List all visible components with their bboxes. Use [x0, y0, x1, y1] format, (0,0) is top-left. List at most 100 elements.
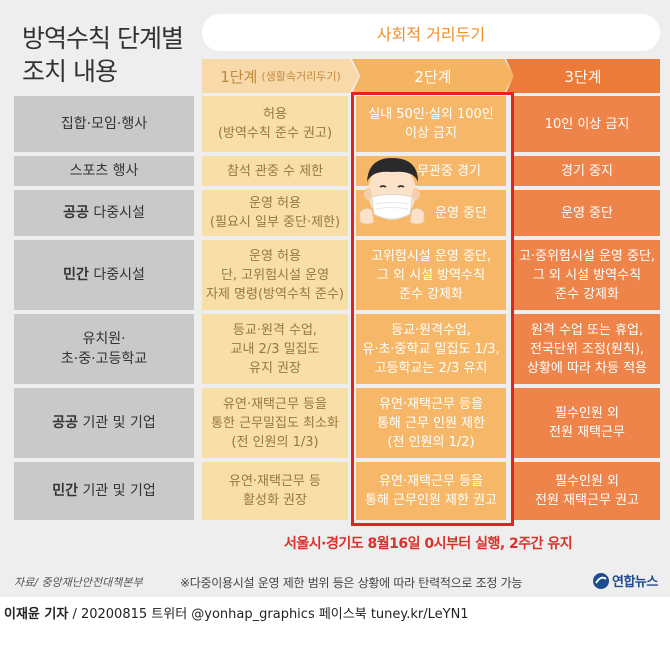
cell-line: 고등학교는 2/3 유지: [374, 360, 488, 376]
footnote: ※다중이용시설 운영 제한 범위 등은 상황에 따라 탄력적으로 조정 가능: [180, 576, 523, 590]
row-label-rest: 다중시설: [88, 267, 145, 283]
row-label-rest: 기관 및 기업: [78, 415, 156, 431]
cell-line: 전원 재택근무: [549, 425, 625, 440]
cell-line: 무관중 경기: [417, 163, 481, 179]
stage-3-header: 3단계: [506, 59, 660, 93]
row-label-text: 공공 다중시설: [63, 203, 145, 223]
row-label-public-institutions: 공공 기관 및 기업: [14, 388, 194, 458]
cell-line: 자제 명령(방역수칙 준수): [205, 286, 344, 302]
row-label-bold: 민간: [63, 267, 89, 283]
cell-line: 전국단위 조정(원칙),: [529, 341, 645, 357]
cell-public-facilities-stage3: 운영 중단: [514, 190, 660, 236]
yonhap-logo: 연합뉴스: [592, 571, 658, 590]
cell-line: (방역수칙 준수 권고): [217, 126, 333, 141]
yonhap-logo-text: 연합뉴스: [612, 575, 658, 590]
cell-line: 통해 근무인원 제한 권고: [365, 493, 497, 508]
cell-line: 허용: [263, 107, 287, 122]
cell-schools-stage3: 원격 수업 또는 휴업, 전국단위 조정(원칙), 상황에 따라 차등 적용: [514, 314, 660, 384]
title-line-1: 방역수칙 단계별: [22, 24, 184, 53]
yonhap-logo-icon: [593, 572, 609, 589]
cell-line: 운영 허용: [249, 248, 301, 264]
cell-public-facilities-stage1: 운영 허용 (필요시 일부 중단·제한): [202, 190, 348, 236]
cell-public-institutions-stage1: 유연·재택근무 등을 통한 근무밀집도 최소화 (전 인원의 1/3): [202, 388, 348, 458]
cell-line: 준수 강제화: [555, 286, 619, 302]
cell-private-facilities-stage2: 고위험시설 운영 중단, 그 외 시설 방역수칙 준수 강제화: [356, 240, 506, 310]
stage-1-sublabel: (생활속거리두기): [261, 70, 341, 83]
cell-line: 유·초·중학교 밀집도 1/3,: [362, 341, 500, 357]
cell-line: 교내 2/3 밀집도: [230, 341, 320, 357]
title-line-2: 조치 내용: [22, 57, 118, 86]
cell-private-facilities-stage3: 고·중위험시설 운영 중단, 그 외 시설 방역수칙 준수 강제화: [514, 240, 660, 310]
cell-line: 경기 중지: [561, 163, 613, 179]
cell-line: 고·중위험시설 운영 중단,: [518, 248, 656, 264]
cell-line: 상황에 따라 차등 적용: [526, 360, 648, 376]
effective-date-notice: 서울시·경기도 8월16일 0시부터 실행, 2주간 유지: [284, 536, 573, 552]
stage-1-label: 1단계: [220, 67, 258, 86]
row-label-text: 공공 기관 및 기업: [52, 413, 156, 433]
cell-private-facilities-stage1: 운영 허용 단, 고위험시설 운영 자제 명령(방역수칙 준수): [202, 240, 348, 310]
row-label-text: 민간 다중시설: [63, 265, 145, 285]
cell-line: (필요시 일부 중단·제한): [209, 215, 341, 230]
row-label-rest: 다중시설: [88, 205, 145, 221]
row-label-bold: 공공: [52, 415, 78, 431]
cell-line: 실내 50인·실외 100인: [368, 107, 494, 122]
cell-schools-stage2: 등교·원격수업, 유·초·중학교 밀집도 1/3, 고등학교는 2/3 유지: [356, 314, 506, 384]
cell-line: 원격 수업 또는 휴업,: [530, 322, 644, 338]
cell-gatherings-stage1: 허용 (방역수칙 준수 권고): [202, 96, 348, 152]
cell-line: (전 인원의 1/2): [387, 434, 475, 450]
row-label-private-facilities: 민간 다중시설: [14, 240, 194, 310]
stage-1-header: 1단계 (생활속거리두기): [202, 59, 359, 93]
byline: 이재윤 기자 / 20200815 트위터 @yonhap_graphics 페…: [4, 603, 469, 622]
cell-line: 필수인원 외: [555, 406, 619, 421]
cell-line: 유지 권장: [249, 360, 301, 376]
cell-line: 유연·재택근무 등을: [379, 474, 483, 489]
cell-private-institutions-stage3: 필수인원 외 전원 재택근무 권고: [514, 462, 660, 520]
stage-2-highlight-frame: [351, 92, 514, 526]
cell-line: 준수 강제화: [399, 286, 463, 302]
cell-line: 유연·재택근무 등을: [379, 396, 483, 412]
cell-line: 운영 중단: [435, 205, 487, 221]
cell-line: 참석 관중 수 제한: [226, 163, 324, 179]
main-title: 방역수칙 단계별 조치 내용: [22, 22, 184, 88]
cell-public-institutions-stage2: 유연·재택근무 등을 통해 근무 인원 제한 (전 인원의 1/2): [356, 388, 506, 458]
source-credit: 자료/ 중앙재난안전대책본부: [14, 576, 143, 589]
cell-line: 등교·원격 수업,: [232, 322, 318, 338]
cell-line: 유연·재택근무 등: [229, 474, 321, 489]
cell-private-institutions-stage2: 유연·재택근무 등을 통해 근무인원 제한 권고: [356, 462, 506, 520]
cell-line: 유연·재택근무 등을: [223, 396, 327, 412]
cell-sports-stage1: 참석 관중 수 제한: [202, 156, 348, 186]
masked-face-illustration: [359, 158, 425, 225]
row-label-text: 스포츠 행사: [69, 163, 139, 179]
cell-line: 10인 이상 금지: [544, 116, 630, 132]
cell-line: 그 외 시설 방역수칙: [376, 267, 486, 283]
row-label-rest: 기관 및 기업: [78, 483, 156, 499]
cell-sports-stage3: 경기 중지: [514, 156, 660, 186]
row-label-bold: 공공: [63, 205, 89, 221]
stage-2-header: 2단계: [352, 59, 514, 93]
cell-line: 활성화 권장: [243, 493, 307, 508]
cell-line: 통해 근무 인원 제한: [376, 415, 486, 431]
cell-schools-stage1: 등교·원격 수업, 교내 2/3 밀집도 유지 권장: [202, 314, 348, 384]
row-label-public-facilities: 공공 다중시설: [14, 190, 194, 236]
row-label-private-institutions: 민간 기관 및 기업: [14, 462, 194, 520]
cell-line: 통한 근무밀집도 최소화: [211, 415, 339, 431]
row-label-gatherings: 집합·모임·행사: [14, 96, 194, 152]
byline-reporter: 이재윤 기자: [4, 607, 69, 622]
cell-line: 필수인원 외: [555, 474, 619, 489]
row-label-text: 민간 기관 및 기업: [52, 481, 156, 501]
cell-gatherings-stage3: 10인 이상 금지: [514, 96, 660, 152]
cell-line: 그 외 시설 방역수칙: [532, 267, 642, 283]
row-label-bold: 민간: [52, 483, 78, 499]
cell-gatherings-stage2: 실내 50인·실외 100인 이상 금지: [356, 96, 506, 152]
byline-details: / 20200815 트위터 @yonhap_graphics 페이스북 tun…: [68, 607, 469, 622]
row-label-text: 초·중·고등학교: [60, 351, 148, 367]
row-label-sports: 스포츠 행사: [14, 156, 194, 186]
cell-line: 단, 고위험시설 운영: [220, 267, 330, 283]
cell-private-institutions-stage1: 유연·재택근무 등 활성화 권장: [202, 462, 348, 520]
cell-line: 운영 중단: [561, 205, 613, 221]
row-label-text: 유치원·: [82, 331, 126, 347]
cell-public-institutions-stage3: 필수인원 외 전원 재택근무: [514, 388, 660, 458]
row-label-text: 집합·모임·행사: [60, 116, 148, 132]
row-label-schools: 유치원· 초·중·고등학교: [14, 314, 194, 384]
cell-line: 이상 금지: [405, 126, 457, 141]
